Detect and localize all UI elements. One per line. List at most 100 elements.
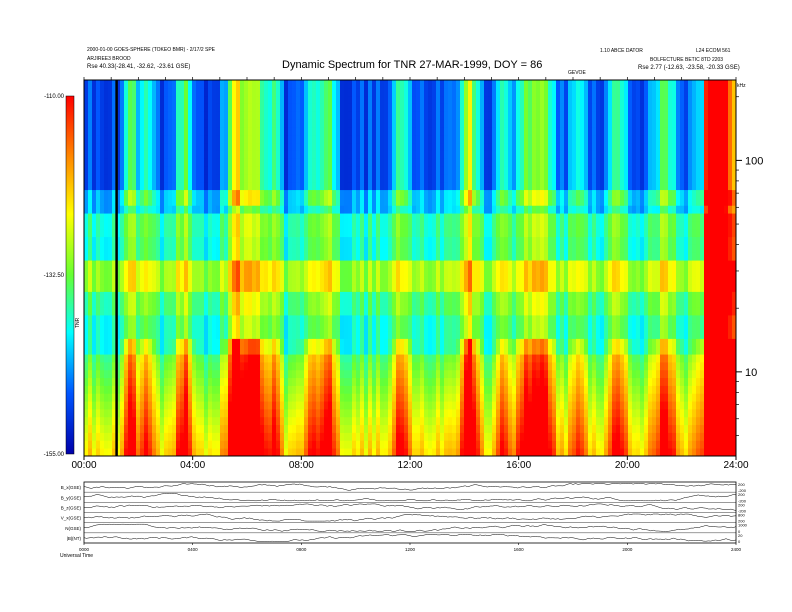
heatmap-cell [432, 369, 437, 379]
heatmap-cell [128, 299, 133, 308]
heatmap-cell [108, 228, 113, 238]
heatmap-cell [280, 197, 285, 206]
heatmap-cell [336, 315, 341, 324]
heatmap-cell [280, 111, 285, 120]
heatmap-cell [416, 111, 421, 120]
heatmap-cell [368, 440, 373, 449]
heatmap-cell [100, 330, 105, 339]
heatmap-cell [388, 189, 393, 198]
heatmap-cell [488, 322, 493, 332]
heatmap-cell [204, 213, 209, 222]
heatmap-cell [248, 346, 253, 355]
heatmap-cell [88, 80, 93, 89]
heatmap-cell [484, 369, 489, 379]
heatmap-cell [336, 103, 341, 112]
heatmap-cell [264, 244, 269, 253]
heatmap-cell [96, 291, 101, 300]
heatmap-cell [408, 268, 413, 277]
heatmap-cell [252, 416, 257, 426]
heatmap-cell [344, 87, 349, 97]
heatmap-cell [216, 354, 221, 363]
heatmap-cell [472, 252, 477, 261]
heatmap-cell [140, 95, 145, 104]
heatmap-cell [88, 174, 93, 183]
heatmap-cell [196, 134, 201, 144]
heatmap-cell [96, 268, 101, 277]
heatmap-cell [468, 119, 473, 128]
heatmap-cell [264, 95, 269, 104]
heatmap-cell [316, 134, 321, 144]
heatmap-cell [464, 236, 469, 245]
heatmap-cell [236, 416, 241, 426]
heatmap-cell [176, 283, 181, 292]
heatmap-cell [164, 315, 169, 324]
heatmap-cell [108, 252, 113, 261]
heatmap-cell [412, 174, 417, 183]
heatmap-cell [360, 119, 365, 128]
heatmap-cell [404, 385, 409, 394]
heatmap-cell [128, 221, 133, 230]
heatmap-cell [96, 440, 101, 449]
heatmap-cell [120, 385, 125, 394]
heatmap-cell [220, 385, 225, 394]
heatmap-cell [476, 150, 481, 159]
heatmap-cell [148, 440, 153, 449]
heatmap-cell [316, 401, 321, 410]
heatmap-cell [432, 393, 437, 402]
heatmap-cell [348, 315, 353, 324]
heatmap-cell [376, 181, 381, 191]
heatmap-cell [364, 299, 369, 308]
heatmap-cell [96, 307, 101, 316]
heatmap-cell [308, 142, 313, 151]
heatmap-cell [436, 158, 441, 167]
heatmap-cell [360, 369, 365, 379]
heatmap-cell [184, 150, 189, 159]
heatmap-cell [148, 119, 153, 128]
heatmap-cell [312, 236, 317, 245]
heatmap-cell [120, 221, 125, 230]
heatmap-cell [384, 260, 389, 269]
heatmap-cell [160, 440, 165, 449]
heatmap-cell [372, 362, 377, 371]
heatmap-cell [324, 205, 329, 214]
heatmap-cell [84, 307, 89, 316]
heatmap-cell [308, 338, 313, 347]
heatmap-cell [320, 127, 325, 136]
heatmap-cell [224, 283, 229, 292]
heatmap-cell [348, 221, 353, 230]
heatmap-cell [332, 401, 337, 410]
heatmap-cell [324, 268, 329, 277]
heatmap-cell [472, 174, 477, 183]
heatmap-cell [120, 291, 125, 300]
heatmap-cell [96, 385, 101, 394]
heatmap-cell [408, 103, 413, 112]
heatmap-cell [348, 150, 353, 159]
heatmap-cell [96, 377, 101, 386]
heatmap-cell [336, 307, 341, 316]
heatmap-cell [332, 369, 337, 379]
heatmap-cell [264, 299, 269, 308]
heatmap-cell [192, 330, 197, 339]
heatmap-cell [180, 87, 185, 97]
heatmap-cell [244, 166, 249, 175]
heatmap-cell [152, 385, 157, 394]
heatmap-cell [320, 440, 325, 449]
heatmap-cell [448, 103, 453, 112]
heatmap-cell [152, 205, 157, 214]
heatmap-cell [108, 315, 113, 324]
heatmap-cell [352, 174, 357, 183]
heatmap-cell [472, 401, 477, 410]
heatmap-cell [184, 401, 189, 410]
heatmap-cell [468, 134, 473, 144]
heatmap-cell [172, 369, 177, 379]
heatmap-cell [216, 228, 221, 238]
heatmap-cell [108, 134, 113, 144]
heatmap-cell [208, 80, 213, 89]
heatmap-cell [244, 299, 249, 308]
heatmap-cell [240, 440, 245, 449]
heatmap-cell [488, 346, 493, 355]
heatmap-cell [128, 346, 133, 355]
heatmap-cell [292, 150, 297, 159]
heatmap-cell [224, 244, 229, 253]
heatmap-cell [312, 119, 317, 128]
